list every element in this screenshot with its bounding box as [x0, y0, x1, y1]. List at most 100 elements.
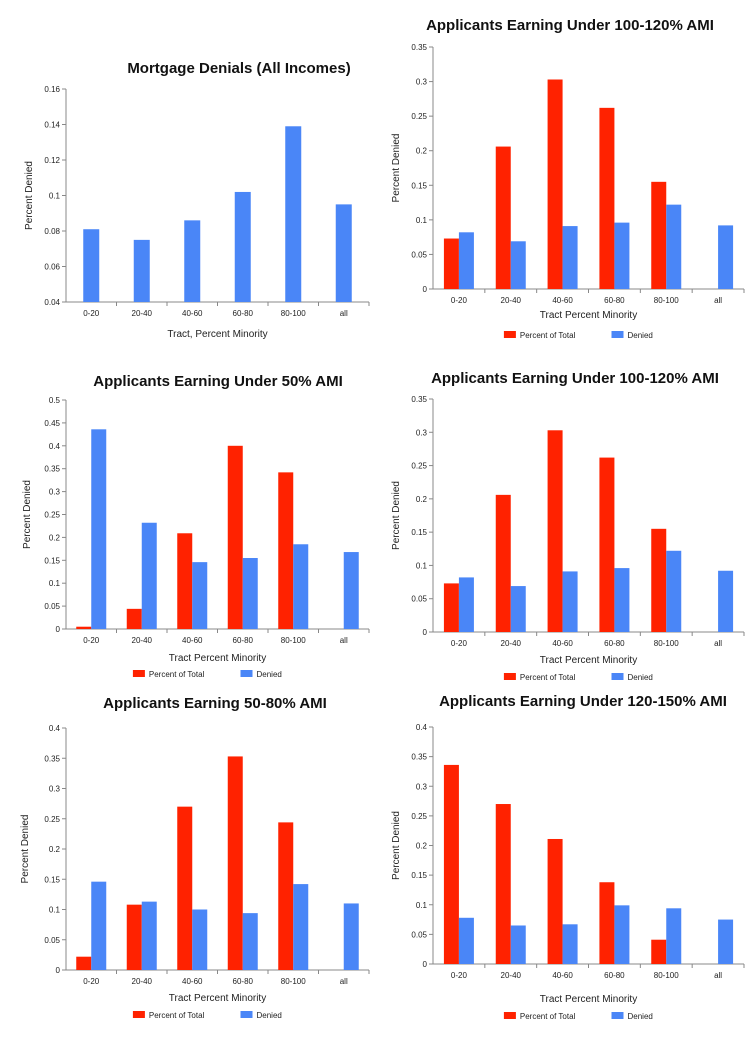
x-tick-label: 60-80 — [604, 971, 625, 980]
x-tick-label: 80-100 — [654, 296, 679, 305]
bar-denied — [234, 191, 251, 302]
y-tick-label: 0.15 — [411, 528, 427, 537]
y-tick-label: 0.12 — [44, 156, 60, 165]
y-tick-label: 0.3 — [416, 428, 428, 437]
bar-denied — [562, 924, 578, 964]
x-tick-label: all — [714, 971, 722, 980]
y-axis-label: Percent Denied — [24, 161, 35, 230]
bar-percent-of-total — [651, 528, 667, 632]
legend-swatch-percent-of-total — [503, 331, 516, 338]
y-tick-label: 0.2 — [416, 147, 428, 156]
x-tick-label: 40-60 — [182, 636, 203, 645]
bar-denied — [184, 220, 201, 302]
legend: Percent of Total Denied — [503, 1012, 653, 1021]
legend-label: Percent of Total — [520, 673, 576, 682]
legend-label: Denied — [257, 1011, 282, 1020]
bar-denied — [133, 239, 150, 302]
x-tick-label: 20-40 — [501, 971, 522, 980]
y-tick-label: 0.1 — [416, 561, 428, 570]
legend-label: Percent of Total — [520, 1012, 576, 1021]
y-tick-label: 0.1 — [416, 216, 428, 225]
legend-swatch-denied — [611, 331, 624, 338]
legend: Percent of Total Denied — [503, 673, 653, 682]
bar-percent-of-total — [443, 583, 459, 632]
bar-percent-of-total — [547, 79, 563, 289]
chart-title: Mortgage Denials (All Incomes) — [127, 60, 350, 77]
x-axis-label: Tract Percent Minority — [169, 993, 266, 1004]
y-tick-label: 0.4 — [49, 442, 61, 451]
bar-denied — [562, 226, 578, 289]
bar-denied — [335, 204, 352, 302]
y-tick-label: 0.05 — [411, 250, 427, 259]
y-tick-label: 0.05 — [411, 595, 427, 604]
y-tick-label: 0.1 — [49, 579, 61, 588]
bar-denied — [343, 903, 359, 970]
chart-panel-100-120-top: Applicants Earning Under 100-120% AMI 0 0.… — [375, 0, 750, 355]
bar-denied — [91, 429, 107, 629]
legend-swatch-denied — [611, 673, 624, 680]
y-tick-label: 0.15 — [44, 875, 60, 884]
legend-swatch-denied — [240, 1011, 253, 1018]
x-axis-label: Tract Percent Minority — [540, 994, 637, 1005]
chart-title: Applicants Earning Under 100-120% AMI — [426, 17, 714, 34]
bar-denied — [141, 901, 157, 970]
bar-percent-of-total — [495, 146, 511, 289]
y-tick-label: 0.3 — [416, 78, 428, 87]
bar-denied — [91, 881, 107, 970]
y-tick-label: 0 — [423, 285, 428, 294]
x-tick-label: 80-100 — [281, 309, 306, 318]
y-tick-label: 0.25 — [411, 462, 427, 471]
bar-percent-of-total — [547, 838, 563, 964]
bar-denied — [718, 919, 734, 964]
x-tick-label: 40-60 — [552, 971, 573, 980]
legend-label: Denied — [628, 1012, 653, 1021]
bar-denied — [83, 229, 100, 302]
y-tick-label: 0.25 — [411, 112, 427, 121]
y-tick-label: 0 — [56, 625, 61, 634]
bar-percent-of-total — [126, 608, 142, 629]
chart-panel-120-150: Applicants Earning Under 120-150% AMI 0 0.… — [375, 690, 750, 1040]
y-tick-label: 0.08 — [44, 227, 60, 236]
bar-percent-of-total — [278, 822, 294, 970]
x-tick-label: 0-20 — [451, 971, 468, 980]
bar-denied — [293, 884, 309, 970]
y-tick-label: 0 — [56, 966, 61, 975]
x-tick-label: 20-40 — [132, 309, 153, 318]
y-tick-label: 0.2 — [416, 842, 428, 851]
chart-title: Applicants Earning Under 120-150% AMI — [439, 693, 727, 710]
x-tick-label: 60-80 — [233, 977, 254, 986]
bar-denied — [510, 241, 526, 289]
x-axis-label: Tract, Percent Minority — [167, 329, 267, 340]
y-tick-label: 0.3 — [49, 488, 61, 497]
bar-percent-of-total — [126, 904, 142, 970]
x-tick-label: all — [714, 639, 722, 648]
y-tick-label: 0.35 — [411, 753, 427, 762]
chart-panel-50-80: Applicants Earning 50-80% AMI 0 0.05 0.1 0.1… — [0, 690, 375, 1040]
legend: Percent of Total Denied — [132, 670, 282, 679]
chart-svg: Applicants Earning Under 100-120% AMI 0 0.… — [391, 17, 745, 340]
y-tick-label: 0.1 — [49, 906, 61, 915]
y-tick-label: 0 — [423, 628, 428, 637]
y-tick-label: 0.15 — [44, 556, 60, 565]
bar-percent-of-total — [177, 806, 193, 970]
bar-denied — [242, 913, 258, 970]
x-tick-label: 60-80 — [233, 309, 254, 318]
x-axis-label: Tract Percent Minority — [169, 653, 266, 664]
y-tick-label: 0.1 — [49, 192, 61, 201]
x-tick-label: all — [340, 636, 348, 645]
chart-panel-under-50: Applicants Earning Under 50% AMI 0 0.05 0.1… — [0, 360, 375, 685]
bar-percent-of-total — [495, 494, 511, 632]
bar-denied — [614, 222, 630, 289]
chart-svg: Mortgage Denials (All Incomes) 0.04 0.06 0.… — [24, 60, 370, 340]
legend-label: Percent of Total — [149, 1011, 205, 1020]
chart-title: Applicants Earning 50-80% AMI — [103, 695, 327, 712]
y-axis-label: Percent Denied — [22, 480, 33, 549]
bar-denied — [718, 225, 734, 289]
x-tick-label: 20-40 — [132, 636, 153, 645]
y-axis-label: Percent Denied — [391, 811, 402, 880]
y-axis-label: Percent Denied — [391, 481, 402, 550]
chart-svg: Applicants Earning Under 120-150% AMI 0 0.… — [391, 693, 745, 1021]
bar-percent-of-total — [76, 626, 92, 629]
y-tick-label: 0.15 — [411, 871, 427, 880]
bar-percent-of-total — [227, 445, 243, 629]
